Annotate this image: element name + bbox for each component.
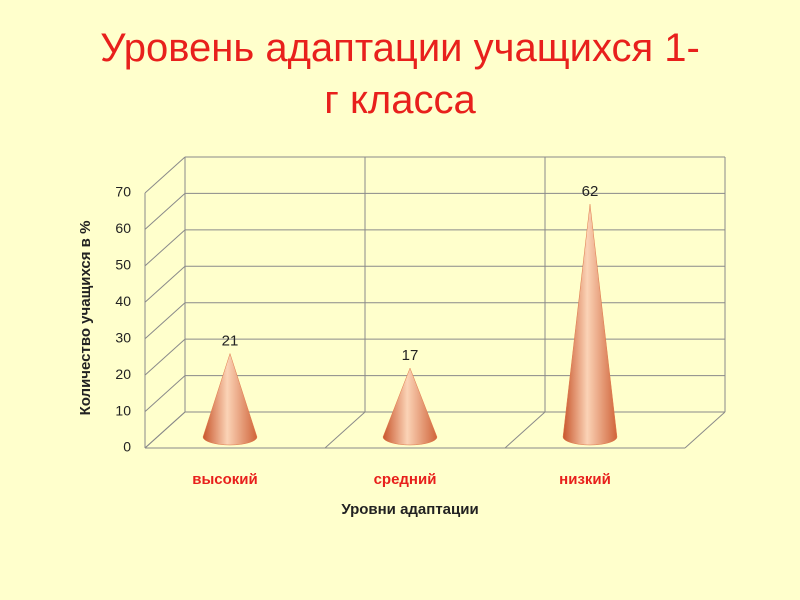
side-grid-line: [144, 375, 186, 412]
y-tick-label: 20: [115, 366, 131, 382]
side-grid-line: [144, 302, 186, 340]
y-tick-label: 30: [115, 329, 131, 345]
y-tick-label: 60: [115, 220, 131, 236]
y-tick-label: 10: [115, 402, 131, 418]
side-grid-line: [144, 193, 186, 230]
side-grid-line: [144, 265, 186, 303]
floor-divider: [144, 411, 186, 449]
x-tick-label: низкий: [559, 471, 611, 488]
y-tick-label: 70: [115, 184, 131, 200]
y-axis-title: Количество учащихся в %: [77, 221, 94, 416]
value-label: 17: [402, 347, 419, 364]
floor-divider: [504, 411, 546, 449]
floor-divider: [684, 411, 726, 449]
value-label: 21: [222, 332, 239, 349]
x-axis-title: Уровни адаптации: [341, 501, 478, 518]
cone: [382, 367, 438, 446]
chart-title: Уровень адаптации учащихся 1-г класса: [100, 26, 700, 122]
y-tick-label: 50: [115, 257, 131, 273]
cone: [562, 204, 618, 446]
side-grid-line: [144, 338, 186, 376]
side-grid-line: [144, 229, 186, 267]
side-grid-line: [144, 156, 186, 194]
y-tick-label: 40: [115, 293, 131, 309]
value-label: 62: [582, 183, 599, 200]
y-tick-label: 0: [123, 439, 131, 455]
x-tick-label: средний: [374, 471, 437, 488]
cone: [202, 352, 258, 446]
floor-divider: [324, 411, 366, 449]
x-tick-label: высокий: [192, 471, 258, 488]
